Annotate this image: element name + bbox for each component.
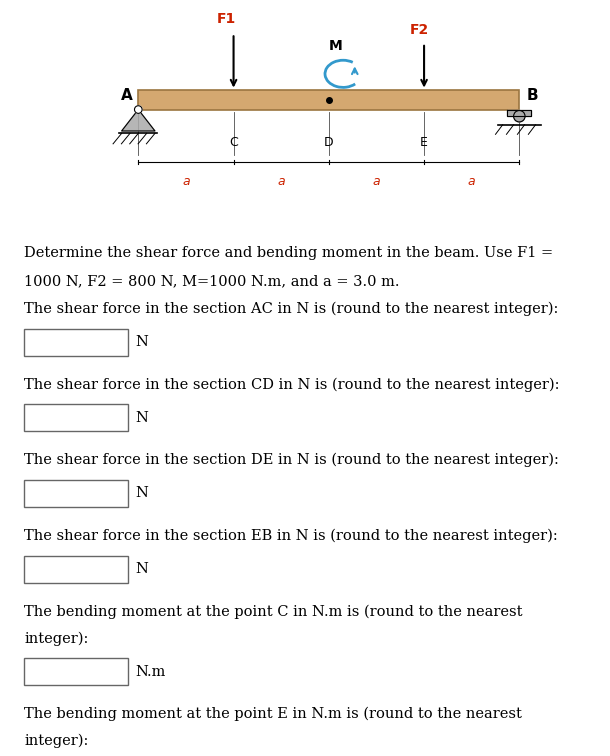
Text: a: a	[182, 175, 190, 188]
Text: a: a	[373, 175, 380, 188]
Text: integer):: integer):	[24, 631, 88, 646]
Text: N: N	[135, 335, 148, 349]
Text: F1: F1	[217, 12, 236, 26]
Text: The shear force in the section AC in N is (round to the nearest integer):: The shear force in the section AC in N i…	[24, 302, 559, 316]
Text: Determine the shear force and bending moment in the beam. Use F1 =: Determine the shear force and bending mo…	[24, 246, 553, 260]
FancyBboxPatch shape	[24, 480, 127, 507]
Text: a: a	[278, 175, 285, 188]
Text: D: D	[324, 136, 334, 149]
FancyBboxPatch shape	[24, 556, 127, 583]
Text: E: E	[420, 136, 428, 149]
Text: The bending moment at the point E in N.m is (round to the nearest: The bending moment at the point E in N.m…	[24, 707, 522, 721]
Text: N.m: N.m	[135, 665, 165, 679]
FancyBboxPatch shape	[24, 404, 127, 432]
Text: M: M	[329, 39, 343, 53]
FancyBboxPatch shape	[24, 658, 127, 685]
Text: N: N	[135, 486, 148, 500]
Text: B: B	[527, 88, 539, 103]
Text: 1000 N, F2 = 800 N, M=1000 N.m, and a = 3.0 m.: 1000 N, F2 = 800 N, M=1000 N.m, and a = …	[24, 274, 400, 288]
Circle shape	[514, 110, 525, 122]
Polygon shape	[121, 110, 155, 131]
FancyBboxPatch shape	[24, 329, 127, 355]
Text: C: C	[229, 136, 238, 149]
Polygon shape	[138, 91, 519, 110]
Text: The shear force in the section EB in N is (round to the nearest integer):: The shear force in the section EB in N i…	[24, 528, 558, 543]
Text: a: a	[468, 175, 476, 188]
Text: A: A	[121, 88, 132, 103]
Circle shape	[134, 106, 142, 113]
Text: N: N	[135, 562, 148, 576]
Text: The shear force in the section DE in N is (round to the nearest integer):: The shear force in the section DE in N i…	[24, 453, 559, 467]
Text: N: N	[135, 411, 148, 425]
Polygon shape	[508, 110, 531, 116]
Text: F2: F2	[410, 23, 429, 37]
Text: The shear force in the section CD in N is (round to the nearest integer):: The shear force in the section CD in N i…	[24, 377, 560, 392]
Text: integer):: integer):	[24, 734, 88, 748]
Text: The bending moment at the point C in N.m is (round to the nearest: The bending moment at the point C in N.m…	[24, 604, 523, 618]
